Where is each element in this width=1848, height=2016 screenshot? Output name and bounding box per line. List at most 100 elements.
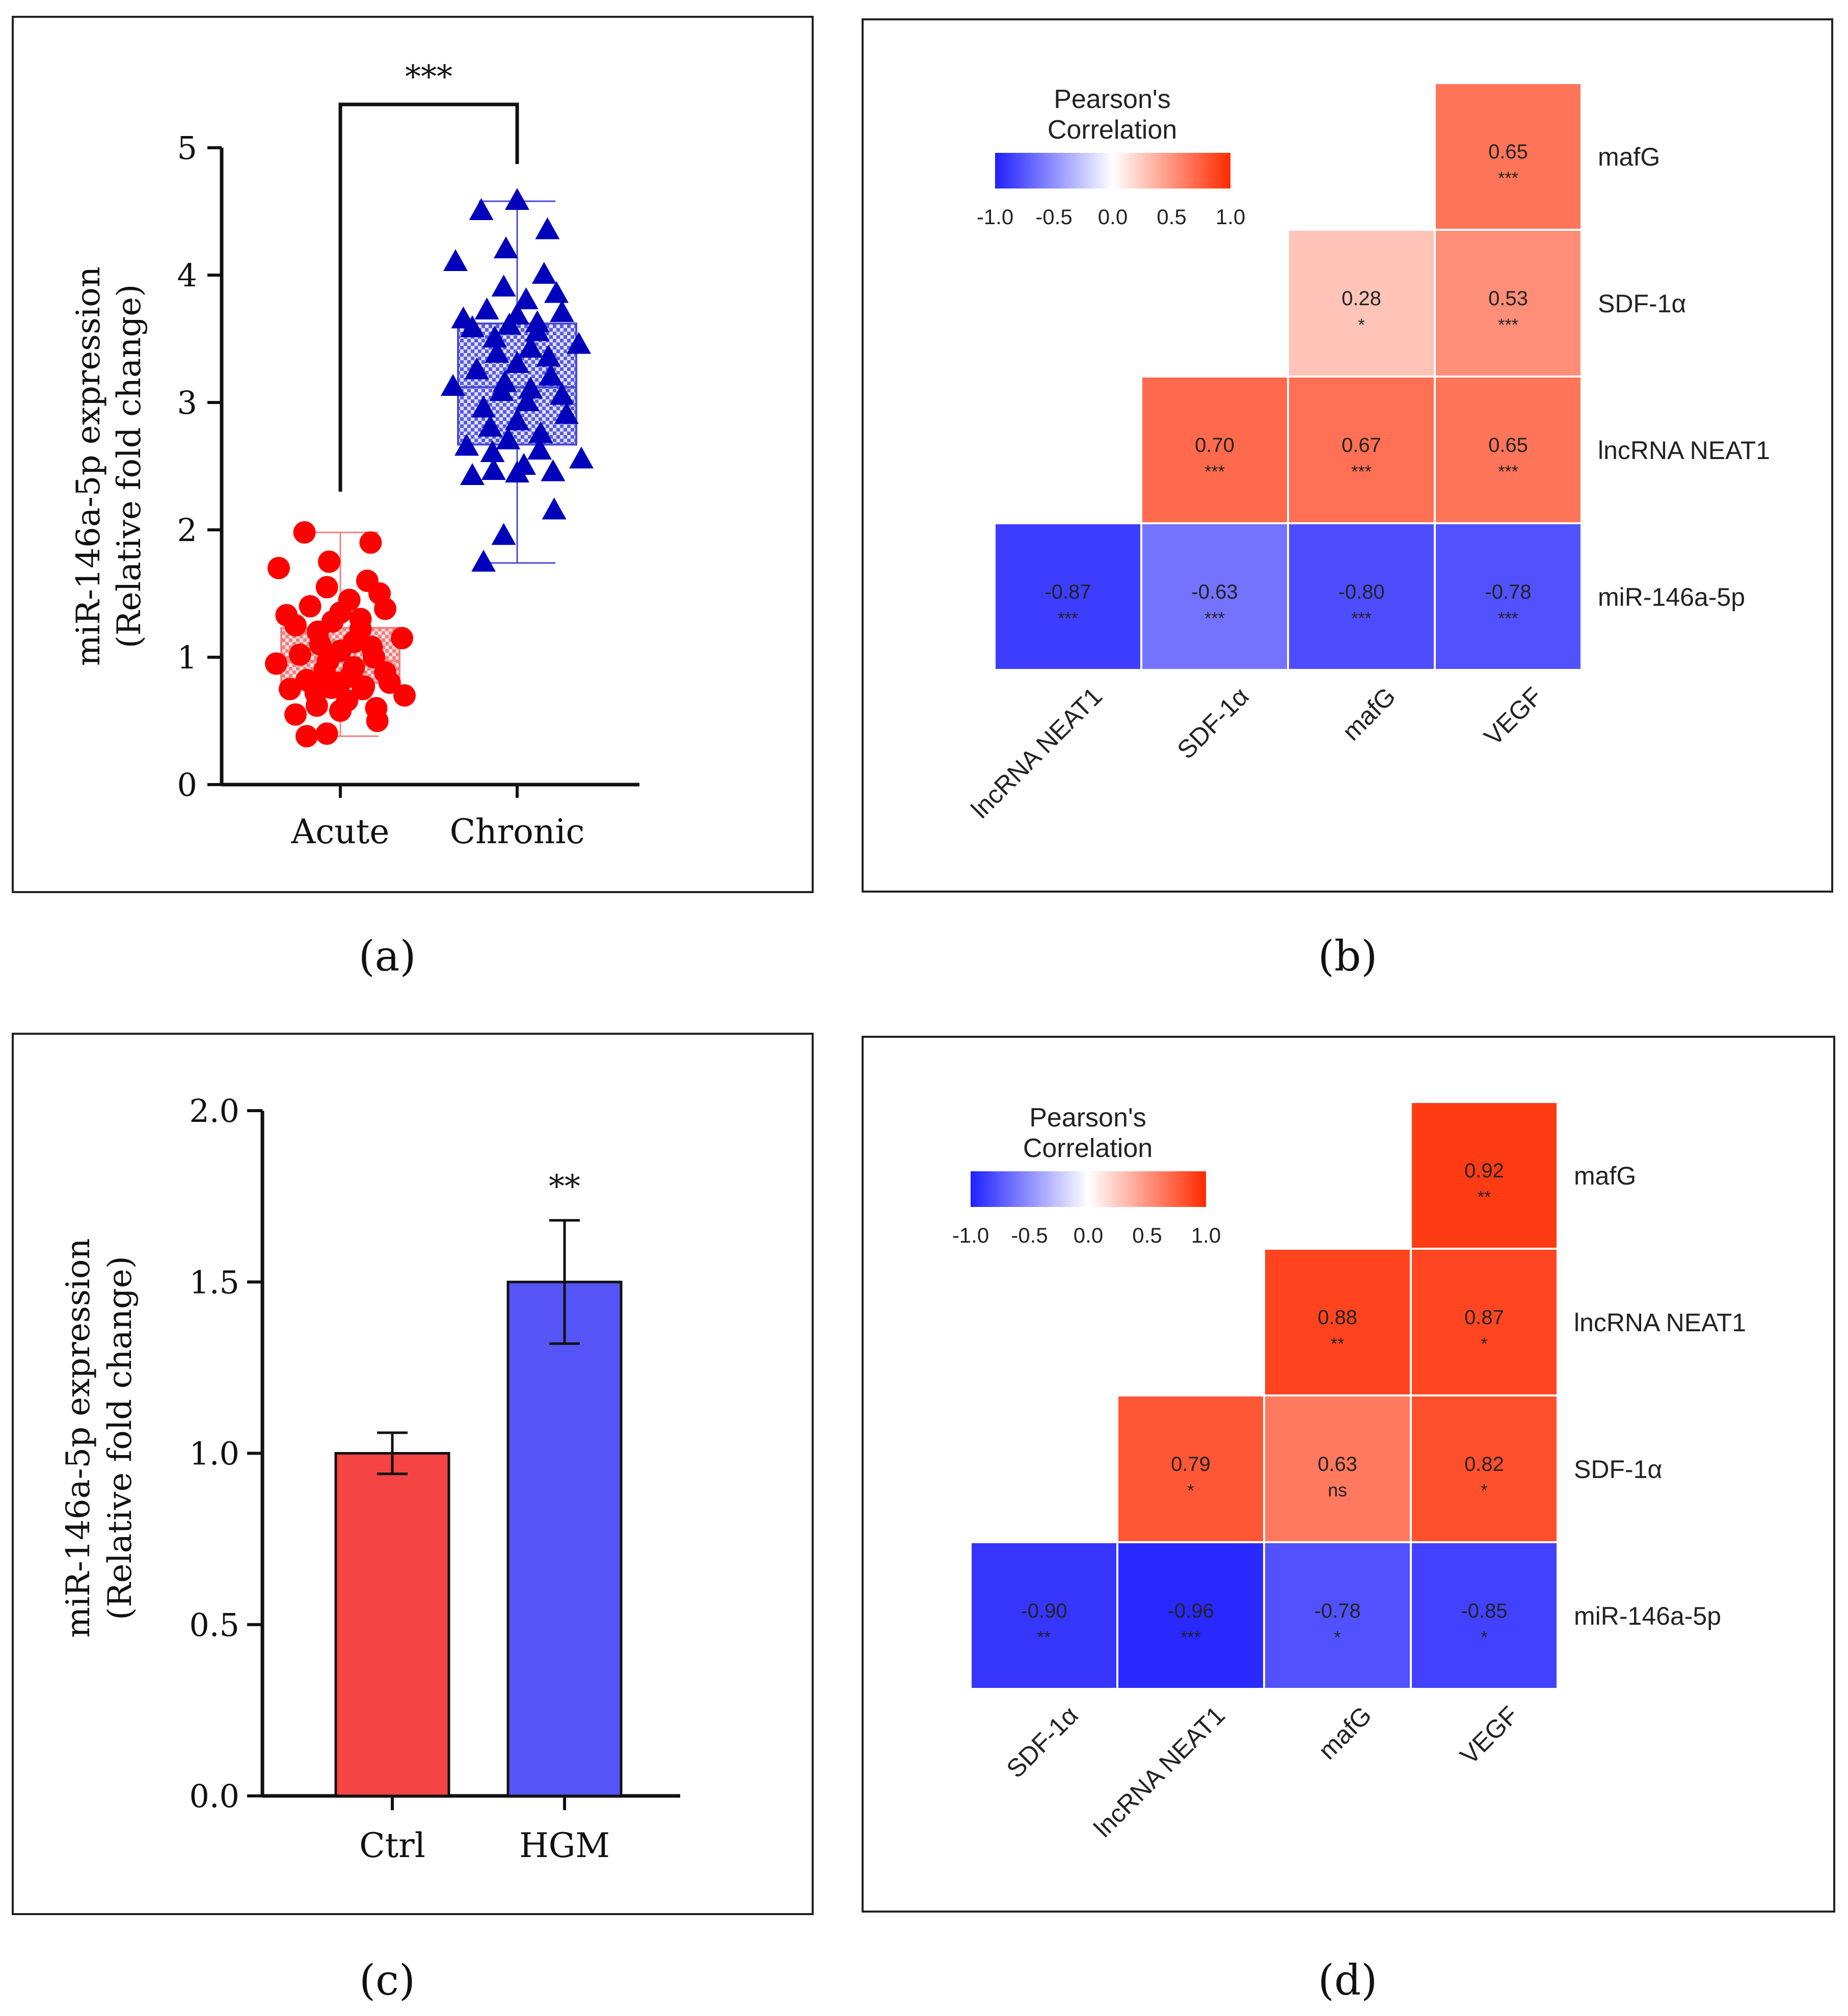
- x-tick-label: Chronic: [450, 812, 585, 851]
- data-point: [505, 351, 529, 373]
- cell-value-label: -0.63: [1191, 581, 1238, 603]
- significance-bracket: [338, 102, 519, 492]
- y-tick-label: 0.0: [189, 1778, 239, 1815]
- data-point: [531, 262, 556, 284]
- data-point: [365, 697, 388, 719]
- panel-label-a: (a): [359, 932, 416, 981]
- panel-c-chart: 0.0 0.5 1.0 1.5 2.0 miR-146a-5p expression (Re…: [60, 1092, 680, 1865]
- cell-significance-label: ***: [1351, 462, 1372, 481]
- legend-tick-label: 1.0: [1191, 1223, 1221, 1247]
- cell-value-label: -0.96: [1167, 1600, 1214, 1622]
- data-point: [284, 703, 307, 726]
- heatmap-cell: [1410, 1101, 1559, 1250]
- panel-label-d: (d): [1318, 1956, 1377, 2005]
- row-label: miR-146a-5p: [1598, 583, 1745, 611]
- cell-significance-label: *: [1358, 315, 1364, 335]
- data-point: [356, 570, 379, 592]
- legend-tick-label: 0.5: [1157, 205, 1186, 229]
- data-point: [342, 656, 365, 679]
- data-point: [480, 440, 505, 462]
- cell-significance-label: ***: [1204, 609, 1225, 628]
- y-tick-label: 1.0: [189, 1435, 239, 1472]
- data-point: [483, 326, 507, 347]
- data-point: [505, 188, 529, 210]
- cell-value-label: 0.53: [1488, 287, 1528, 310]
- cell-value-label: 0.28: [1342, 287, 1381, 310]
- data-point: [554, 402, 579, 424]
- data-point: [315, 576, 338, 599]
- data-point: [481, 458, 506, 480]
- significance-label: ***: [405, 58, 452, 95]
- cell-value-label: 0.70: [1195, 434, 1235, 456]
- legend-tick-label: 0.0: [1074, 1223, 1103, 1247]
- cell-significance-label: *: [1187, 1481, 1194, 1500]
- y-axis-label-line2: (Relative fold change): [101, 1256, 139, 1620]
- cell-significance-label: ***: [1498, 315, 1518, 335]
- cell-significance-label: *: [1481, 1628, 1487, 1647]
- data-point: [296, 669, 318, 691]
- heatmap-cell: [970, 1541, 1118, 1690]
- data-point: [393, 684, 416, 707]
- y-axis-label-line1: miR-146a-5p expression: [70, 266, 108, 666]
- data-point: [528, 421, 553, 443]
- data-point: [536, 344, 561, 367]
- cell-value-label: -0.90: [1021, 1600, 1067, 1622]
- legend-tick-label: -1.0: [952, 1223, 989, 1247]
- data-point: [349, 608, 372, 630]
- legend-title-line1: Pearson's: [1029, 1103, 1146, 1133]
- cell-significance-label: ***: [1498, 462, 1518, 481]
- data-point: [527, 438, 552, 460]
- data-point: [518, 377, 543, 398]
- row-label: mafG: [1598, 143, 1660, 171]
- data-point: [544, 281, 569, 303]
- panel-label-b: (b): [1318, 932, 1377, 981]
- data-point: [299, 595, 322, 617]
- heatmap-cell: [1434, 229, 1583, 378]
- cell-significance-label: *: [1481, 1334, 1487, 1354]
- data-point: [293, 521, 316, 544]
- data-point: [469, 198, 494, 220]
- x-tick-label: Ctrl: [359, 1826, 425, 1865]
- cell-significance-label: ns: [1328, 1480, 1347, 1500]
- cell-value-label: 0.87: [1464, 1306, 1504, 1329]
- cell-significance-label: *: [1481, 1481, 1487, 1500]
- data-point: [478, 415, 503, 437]
- x-tick-label: HGM: [519, 1826, 610, 1865]
- bar-hgm: [506, 1280, 623, 1797]
- cell-significance-label: **: [1331, 1334, 1344, 1354]
- data-point: [542, 497, 567, 520]
- data-point: [494, 236, 518, 258]
- data-point: [338, 588, 361, 611]
- y-tick-label: 2: [177, 512, 197, 549]
- cell-significance-label: **: [1037, 1628, 1051, 1647]
- y-tick-label: 1.5: [189, 1264, 239, 1301]
- data-point: [275, 604, 298, 627]
- data-point: [471, 395, 496, 418]
- data-point: [541, 459, 566, 481]
- cell-value-label: 0.65: [1488, 434, 1528, 456]
- data-point: [451, 306, 476, 329]
- data-point: [336, 689, 359, 712]
- cell-value-label: 0.79: [1171, 1453, 1211, 1475]
- cell-significance-label: **: [1478, 1188, 1491, 1207]
- data-point: [525, 310, 550, 332]
- data-point: [315, 722, 338, 745]
- data-point: [567, 332, 591, 354]
- data-point: [550, 300, 574, 322]
- legend-colorbar: [995, 153, 1230, 189]
- row-label: lncRNA NEAT1: [1574, 1308, 1746, 1337]
- data-point: [491, 275, 516, 297]
- data-point: [512, 453, 537, 475]
- heatmap-cell: [1434, 522, 1583, 671]
- panel-a-frame: [12, 16, 814, 893]
- cell-value-label: 0.82: [1464, 1453, 1504, 1475]
- panel-a-chart: 0 1 2 3 4 5 Acute Chronic miR-146a-5p expression…: [70, 58, 639, 851]
- significance-label: **: [549, 1168, 580, 1205]
- data-point: [267, 557, 290, 579]
- panel-label-c: (c): [359, 1956, 415, 2005]
- legend-title-line1: Pearson's: [1054, 85, 1171, 114]
- legend-tick-label: -1.0: [977, 205, 1013, 229]
- bar-ctrl: [334, 1452, 450, 1797]
- heatmap-cell: [1434, 82, 1583, 231]
